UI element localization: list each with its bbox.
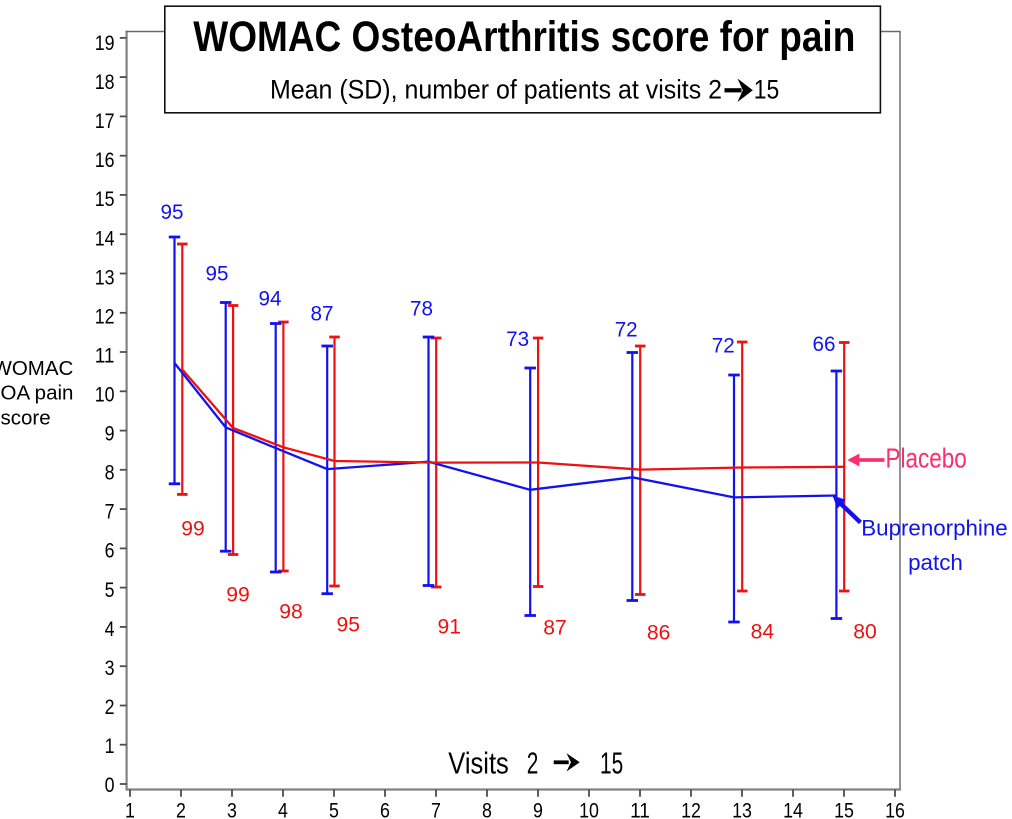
svg-text:Visits: Visits [448,747,509,781]
svg-text:9: 9 [105,422,115,446]
svg-text:7: 7 [105,500,115,524]
svg-text:15: 15 [600,747,623,781]
svg-text:3: 3 [105,656,115,680]
svg-text:2: 2 [527,747,539,781]
svg-text:2: 2 [105,695,115,719]
svg-text:4: 4 [105,617,115,641]
svg-text:5: 5 [329,799,339,819]
svg-text:15: 15 [754,74,780,104]
svg-text:3: 3 [227,799,237,819]
svg-text:7: 7 [431,799,441,819]
svg-text:98: 98 [279,601,303,624]
svg-text:99: 99 [181,518,205,541]
svg-text:OA pain: OA pain [1,382,74,405]
svg-text:11: 11 [95,344,115,368]
svg-text:0: 0 [105,773,115,797]
svg-text:80: 80 [853,621,877,644]
svg-text:18: 18 [95,70,115,94]
svg-text:9: 9 [533,799,543,819]
svg-text:14: 14 [95,226,115,250]
svg-text:6: 6 [380,799,390,819]
svg-text:99: 99 [226,584,250,607]
svg-text:95: 95 [206,262,229,285]
svg-text:12: 12 [95,304,115,328]
svg-text:Placebo: Placebo [886,443,967,474]
svg-text:8: 8 [482,799,492,819]
svg-text:2: 2 [176,799,186,819]
svg-text:14: 14 [783,799,803,819]
svg-text:84: 84 [751,621,775,644]
svg-text:WOMAC OsteoArthritis score for: WOMAC OsteoArthritis score for pain [193,13,855,61]
svg-text:Buprenorphine: Buprenorphine [861,515,1007,540]
svg-text:86: 86 [647,622,671,645]
svg-text:11: 11 [630,799,650,819]
svg-text:16: 16 [885,799,905,819]
svg-text:15: 15 [95,187,115,211]
svg-text:WOMAC: WOMAC [0,357,74,380]
svg-text:19: 19 [95,31,115,55]
svg-text:72: 72 [712,334,735,357]
svg-text:16: 16 [95,148,115,172]
svg-text:12: 12 [681,799,701,819]
svg-text:91: 91 [438,616,462,639]
svg-text:5: 5 [105,578,115,602]
svg-text:95: 95 [337,614,361,637]
svg-text:1: 1 [105,734,115,758]
svg-text:15: 15 [834,799,854,819]
svg-text:94: 94 [259,288,282,311]
svg-text:10: 10 [579,799,599,819]
svg-text:78: 78 [410,298,433,321]
svg-text:72: 72 [615,318,638,341]
svg-text:66: 66 [813,333,836,356]
svg-text:73: 73 [506,328,529,351]
svg-text:Mean (SD), number of patients: Mean (SD), number of patients at visits … [270,74,722,104]
svg-text:10: 10 [95,383,115,407]
svg-text:87: 87 [543,617,567,640]
svg-text:95: 95 [161,201,184,224]
svg-text:6: 6 [105,539,115,563]
svg-text:13: 13 [732,799,752,819]
svg-text:87: 87 [311,303,334,326]
svg-text:8: 8 [105,461,115,485]
svg-text:13: 13 [95,265,115,289]
svg-text:patch: patch [908,550,963,575]
svg-text:1: 1 [125,799,135,819]
svg-text:17: 17 [95,109,115,133]
svg-text:score: score [1,407,51,430]
svg-text:4: 4 [278,799,288,819]
